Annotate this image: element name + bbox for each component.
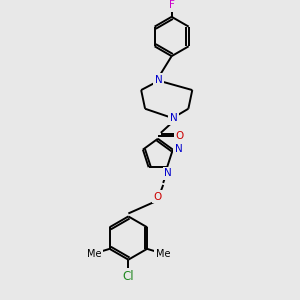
Text: F: F <box>169 0 175 10</box>
Text: Me: Me <box>156 249 170 259</box>
Text: N: N <box>170 113 178 123</box>
Text: O: O <box>153 192 161 202</box>
Text: Cl: Cl <box>123 270 134 283</box>
Text: N: N <box>164 168 172 178</box>
Text: N: N <box>155 75 163 85</box>
Text: N: N <box>175 144 183 154</box>
Text: O: O <box>176 131 184 141</box>
Text: Me: Me <box>87 249 101 259</box>
